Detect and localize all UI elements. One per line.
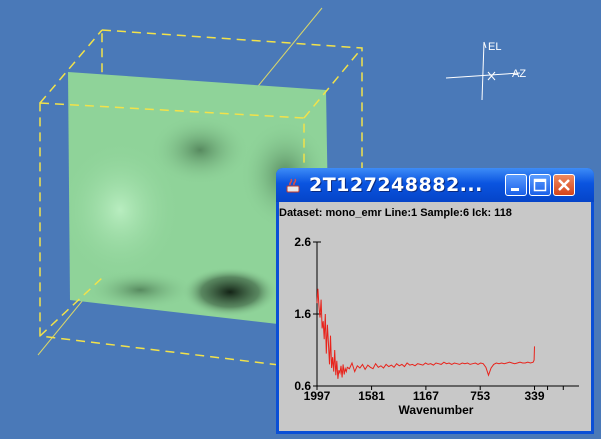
spectrum-window[interactable]: 2T127248882... Dataset: mono_emr Line:1 … [276,168,594,434]
bounding-box-back [101,29,363,297]
close-icon [558,179,570,191]
spectrum-plot: 0.6 1.6 2.6 1997 1581 1167 753 339 Wavenumber [294,235,579,417]
minimize-button[interactable] [505,174,527,196]
orientation-indicator: EL AZ [445,41,526,101]
x-axis-label: Wavenumber [399,403,474,417]
elevation-label: EL [488,41,501,53]
bounding-box-edge [39,29,103,104]
x-tick-label: 1581 [358,389,385,403]
y-tick-label: 1.6 [294,307,311,321]
maximize-button[interactable] [529,174,551,196]
y-tick-label: 0.6 [294,379,311,393]
x-tick-label: 339 [525,389,545,403]
azimuth-label: AZ [512,68,526,80]
x-tick-label: 753 [470,389,490,403]
x-tick-label: 1167 [413,389,439,403]
y-tick-label: 2.6 [294,235,311,249]
window-title-bar[interactable]: 2T127248882... [276,168,594,202]
java-app-icon [286,178,300,193]
close-button[interactable] [553,174,575,196]
dataset-info: Dataset: mono_emr Line:1 Sample:6 Ick: 1… [279,207,512,219]
bounding-box-edge [303,47,363,119]
window-title: 2T127248882... [309,174,483,196]
x-tick-label: 1997 [304,389,331,403]
window-content: Dataset: mono_emr Line:1 Sample:6 Ick: 1… [279,202,591,431]
minimize-icon [511,188,519,191]
maximize-icon [533,178,547,192]
spectrum-series-line [316,288,535,379]
